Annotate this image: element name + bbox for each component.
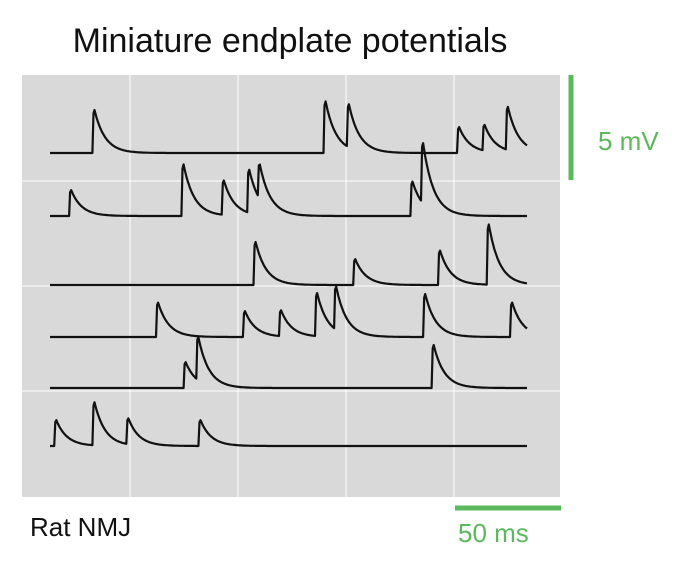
chart-title: Miniature endplate potentials	[72, 22, 508, 60]
sweep-trace-6	[50, 401, 527, 448]
sweep-traces	[50, 100, 528, 448]
specimen-label: Rat NMJ	[30, 512, 132, 542]
voltage-scale-label: 5 mV	[598, 126, 659, 156]
sweep-trace-3	[50, 223, 528, 287]
time-scale-label: 50 ms	[458, 518, 529, 548]
sweep-trace-5	[50, 336, 527, 390]
sweep-trace-1	[50, 100, 528, 155]
sweep-trace-2	[50, 142, 527, 218]
sweep-trace-4	[50, 285, 528, 339]
